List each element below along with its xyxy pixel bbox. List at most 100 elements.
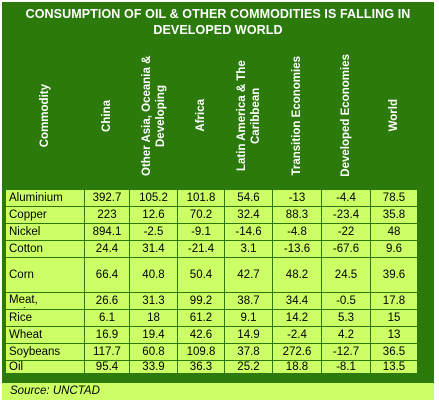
table-cell: -8.1 xyxy=(322,361,370,373)
table-cell: -21.4 xyxy=(178,241,224,257)
table-cell: -12.7 xyxy=(322,344,370,360)
row-label-soybeans: Soybeans xyxy=(6,344,84,360)
column-header-transition-economies: Transition Economies xyxy=(273,42,321,189)
table-cell: -67.6 xyxy=(322,241,370,257)
table-cell: 61.2 xyxy=(178,310,224,326)
table-cell: -13.6 xyxy=(273,241,321,257)
table-cell: 3.1 xyxy=(225,241,272,257)
table-cell: 14.9 xyxy=(225,327,272,343)
table-cell: 26.6 xyxy=(85,293,129,309)
column-header-label: Transition Economies xyxy=(291,55,303,176)
source-note: Source: UNCTAD xyxy=(2,383,434,400)
table-cell: 32.4 xyxy=(225,207,272,223)
table-cell: 392.7 xyxy=(85,190,129,206)
column-header-other-asia-oceania-developing: Other Asia, Oceania & Developing xyxy=(130,42,177,189)
table-cell: 5.3 xyxy=(322,310,370,326)
column-header-label: Latin America & The Caribbean xyxy=(235,60,262,171)
table-cell: 4.2 xyxy=(322,327,370,343)
row-label-oil: Oil xyxy=(6,361,84,373)
table-cell: -0.5 xyxy=(322,293,370,309)
row-label-cotton: Cotton xyxy=(6,241,84,257)
column-header-developed-economies: Developed Economies xyxy=(322,42,370,189)
table-cell: 894.1 xyxy=(85,224,129,240)
table-cell: 31.3 xyxy=(130,293,177,309)
table-cell: 18.8 xyxy=(273,361,321,373)
column-header-label: Other Asia, Oceania & Developing xyxy=(140,55,167,176)
table-cell: 37.8 xyxy=(225,344,272,360)
table-cell: 78.5 xyxy=(371,190,417,206)
table-cell: 31.4 xyxy=(130,241,177,257)
table-cell: 14.2 xyxy=(273,310,321,326)
table-cell: 223 xyxy=(85,207,129,223)
table-cell: 95.4 xyxy=(85,361,129,373)
table-cell: 12.6 xyxy=(130,207,177,223)
table-cell: 66.4 xyxy=(85,258,129,292)
table-frame: CONSUMPTION OF OIL & OTHER COMMODITIES I… xyxy=(2,2,434,400)
table-cell: 42.7 xyxy=(225,258,272,292)
table-cell: 272.6 xyxy=(273,344,321,360)
table-cell: 35.8 xyxy=(371,207,417,223)
column-header-commodity: Commodity xyxy=(6,42,84,189)
table-cell: 54.6 xyxy=(225,190,272,206)
table-cell: 101.8 xyxy=(178,190,224,206)
table-cell: -14.6 xyxy=(225,224,272,240)
table-cell: 16.9 xyxy=(85,327,129,343)
table-title: CONSUMPTION OF OIL & OTHER COMMODITIES I… xyxy=(6,6,430,40)
table-cell: 109.8 xyxy=(178,344,224,360)
commodity-table: Commodity China Other Asia, Oceania & Deve… xyxy=(6,42,430,373)
table-cell: 13 xyxy=(371,327,417,343)
table-cell: 36.5 xyxy=(371,344,417,360)
title-line-1: CONSUMPTION OF OIL & OTHER COMMODITIES I… xyxy=(25,7,411,21)
column-header-label: Commodity xyxy=(39,83,51,148)
column-header-label: Africa xyxy=(195,99,207,132)
table-cell: 42.6 xyxy=(178,327,224,343)
table-cell: -2.5 xyxy=(130,224,177,240)
table-cell: 17.8 xyxy=(371,293,417,309)
table-cell: 38.7 xyxy=(225,293,272,309)
row-label-rice: Rice xyxy=(6,310,84,326)
table-cell: 24.5 xyxy=(322,258,370,292)
table-cell: -9.1 xyxy=(178,224,224,240)
table-cell: 39.6 xyxy=(371,258,417,292)
column-header-label: World xyxy=(388,99,400,132)
table-cell: 48 xyxy=(371,224,417,240)
table-cell: 88.3 xyxy=(273,207,321,223)
table-cell: 70.2 xyxy=(178,207,224,223)
table-cell: -2.4 xyxy=(273,327,321,343)
column-header-china: China xyxy=(85,42,129,189)
table-cell: 48.2 xyxy=(273,258,321,292)
table-cell: -4.8 xyxy=(273,224,321,240)
table-cell: -22 xyxy=(322,224,370,240)
table-cell: -13 xyxy=(273,190,321,206)
column-header-latin-america-the-caribbean: Latin America & The Caribbean xyxy=(225,42,272,189)
table-cell: 18 xyxy=(130,310,177,326)
table-cell: 99.2 xyxy=(178,293,224,309)
title-line-2: DEVELOPED WORLD xyxy=(153,23,283,37)
table-cell: 34.4 xyxy=(273,293,321,309)
table-cell: 36.3 xyxy=(178,361,224,373)
table-cell: 40.8 xyxy=(130,258,177,292)
column-header-africa: Africa xyxy=(178,42,224,189)
row-label-nickel: Nickel xyxy=(6,224,84,240)
row-label-corn: Corn xyxy=(6,258,84,292)
row-label-text: Meat,swine xyxy=(9,294,38,309)
column-header-label: Developed Economies xyxy=(340,54,352,177)
column-header-world: World xyxy=(371,42,417,189)
row-label-aluminium: Aluminium xyxy=(6,190,84,206)
column-header-label: China xyxy=(101,99,113,132)
table-cell: 9.6 xyxy=(371,241,417,257)
row-label-wheat: Wheat xyxy=(6,327,84,343)
table-cell: 33.9 xyxy=(130,361,177,373)
table-cell: 50.4 xyxy=(178,258,224,292)
table-cell: 117.7 xyxy=(85,344,129,360)
table-cell: 9.1 xyxy=(225,310,272,326)
row-label-copper: Copper xyxy=(6,207,84,223)
table-cell: 60.8 xyxy=(130,344,177,360)
table-cell: -4.4 xyxy=(322,190,370,206)
table-cell: 24.4 xyxy=(85,241,129,257)
table-cell: 25.2 xyxy=(225,361,272,373)
row-label-meat-swine: Meat,swine xyxy=(6,293,84,309)
table-cell: 19.4 xyxy=(130,327,177,343)
table-cell: -23.4 xyxy=(322,207,370,223)
table-cell: 13.5 xyxy=(371,361,417,373)
